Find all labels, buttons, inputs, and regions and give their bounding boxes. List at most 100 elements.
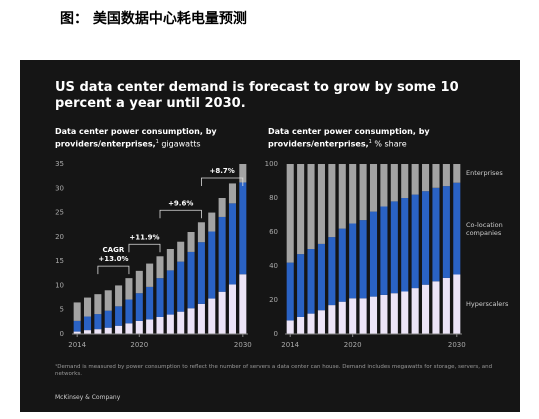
footnote-marker: 1 [155, 139, 159, 145]
y-tick-label: 100 [265, 160, 278, 168]
bar-segment [328, 164, 336, 238]
bar-segment [328, 305, 336, 334]
bar-segment [442, 277, 450, 334]
bar-segment [197, 242, 205, 304]
bar-segment [218, 216, 226, 292]
bar-segment [146, 263, 154, 287]
y-tick-label: 0 [60, 330, 64, 338]
bar-segment [411, 194, 419, 289]
bar-segment [218, 198, 226, 217]
y-tick-label: 60 [269, 228, 278, 236]
bar-segment [286, 164, 294, 263]
y-tick-label: 15 [55, 257, 64, 265]
annotation: +13.0% [98, 255, 128, 263]
chart-title: US data center demand is forecast to gro… [55, 80, 459, 111]
bar-segment [338, 164, 346, 229]
bar-segment [453, 274, 461, 334]
bar-segment [369, 164, 378, 212]
annotation: +11.9% [129, 233, 159, 241]
annotation: +9.6% [168, 199, 193, 207]
bar-segment [432, 187, 440, 282]
bar-segment [317, 310, 325, 334]
bar-segment [218, 291, 226, 334]
bar-segment [115, 306, 123, 326]
annotation: CAGR [103, 246, 125, 254]
bar-segment [104, 310, 112, 328]
bar-segment [177, 311, 185, 334]
subtitle: Data center power consumption, by provid… [268, 127, 458, 150]
bar-segment [166, 314, 174, 334]
legend-label: Hyperscalers [466, 300, 509, 309]
bar-segment [156, 256, 164, 279]
bar-segment [422, 164, 430, 192]
subtitle: Data center power consumption, by provid… [55, 127, 245, 150]
bar-segment [104, 290, 112, 311]
bar-segment [177, 241, 185, 262]
y-tick-label: 10 [55, 281, 64, 289]
bar-segment [239, 182, 247, 275]
bar-segment [297, 164, 305, 255]
bar-segment [94, 329, 102, 334]
bar-segment [317, 164, 325, 244]
bar-segment [369, 296, 378, 334]
x-tick-label: 2020 [130, 341, 148, 349]
y-tick-label: 80 [269, 194, 278, 202]
bar-segment [359, 298, 367, 334]
x-tick-label: 2014 [281, 341, 299, 349]
y-tick-label: 25 [55, 209, 64, 217]
bar-segment [307, 313, 315, 334]
bar-segment [228, 284, 236, 334]
bar-segment [286, 262, 294, 321]
bar-segment [166, 270, 174, 315]
footnote: ¹Demand is measured by power consumption… [55, 364, 493, 377]
bar-segment [84, 330, 92, 334]
bar-segment [197, 222, 205, 243]
bar-segment [239, 164, 247, 183]
subtitle-text: Data center power consumption, by provid… [55, 127, 217, 149]
bar-segment [187, 251, 195, 309]
unit: gigawatts [161, 139, 201, 149]
bar-segment [307, 164, 315, 249]
bar-segment [432, 164, 440, 188]
bar-segment [187, 308, 195, 334]
bar-segment [338, 228, 346, 302]
bar-segment [380, 294, 388, 334]
bar-segment [208, 298, 216, 334]
bar-segment [390, 293, 398, 334]
bar-segment [442, 186, 450, 278]
bar-segment [84, 316, 92, 331]
bar-segment [73, 320, 81, 332]
bar-segment [286, 320, 294, 334]
bracket [128, 243, 161, 253]
bar-segment [401, 198, 409, 292]
bar-segment [380, 164, 388, 207]
bar-segment [73, 331, 81, 334]
bar-segment [422, 191, 430, 285]
x-tick-label: 2030 [234, 341, 252, 349]
source: McKinsey & Company [55, 394, 121, 401]
bracket [97, 265, 130, 275]
bar-segment [401, 164, 409, 198]
bar-segment [125, 323, 133, 334]
bar-segment [73, 302, 81, 321]
bar-segment [453, 182, 461, 275]
bracket [201, 177, 244, 186]
bar-segment [453, 164, 461, 183]
bar-segment [156, 317, 164, 334]
bar-segment [442, 164, 450, 187]
bar-segment [208, 231, 216, 299]
bar-segment [422, 284, 430, 334]
bar-segment [146, 319, 154, 334]
bar-segment [401, 291, 409, 334]
bar-segment [177, 261, 185, 312]
bar-segment [359, 220, 367, 299]
bar-segment [94, 294, 102, 315]
bar-segment [349, 164, 357, 224]
bar-segment [338, 301, 346, 334]
bar-segment [84, 297, 92, 317]
x-tick-label: 2014 [68, 341, 86, 349]
legend-label: Enterprises [466, 169, 503, 178]
bar-segment [297, 254, 305, 317]
bar-segment [228, 183, 236, 204]
